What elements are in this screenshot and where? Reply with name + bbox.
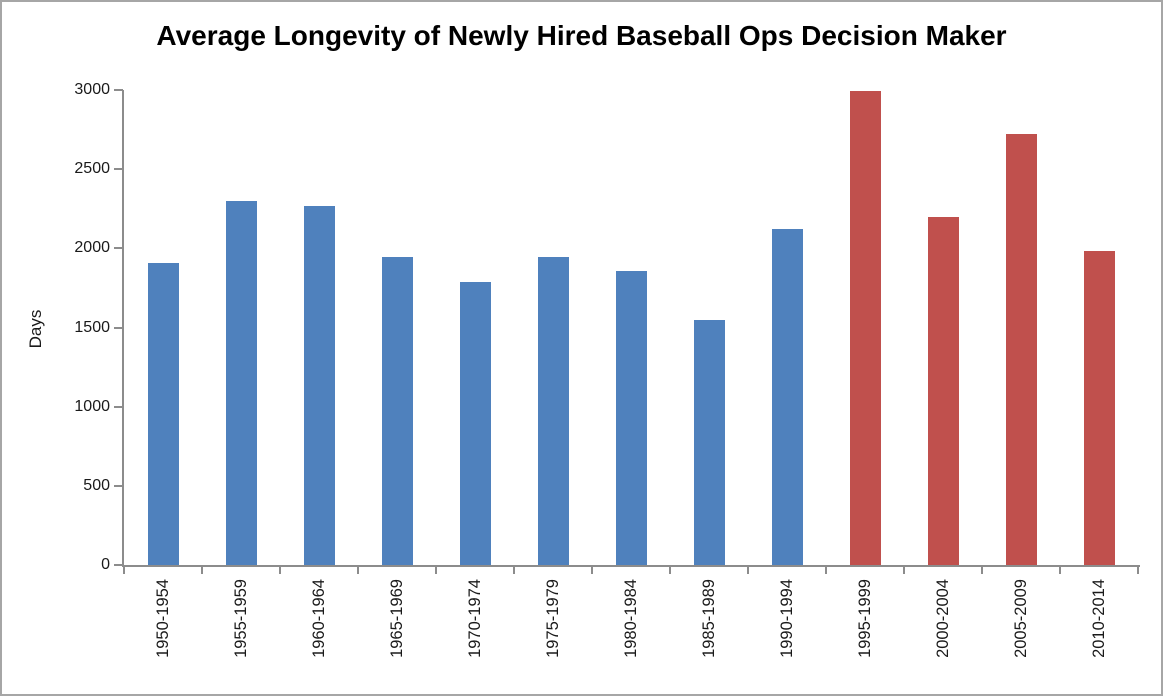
x-tick-mark [747,565,749,574]
y-tick-label: 2000 [74,239,110,257]
y-tick-mark [114,89,123,91]
x-tick-mark [825,565,827,574]
bar-2010-2014 [1083,250,1115,565]
x-tick-mark [513,565,515,574]
bar-1950-1954 [147,263,179,565]
y-tick-label: 1500 [74,318,110,336]
bar-1980-1984 [615,270,647,565]
bar-1960-1964 [303,206,335,565]
x-tick-label: 1985-1989 [700,579,718,658]
y-tick-label: 3000 [74,81,110,98]
bar-1975-1979 [537,257,569,565]
x-tick-label: 1995-1999 [856,579,874,658]
bar-1995-1999 [849,90,881,565]
bar-2000-2004 [927,217,959,565]
y-tick-label: 1000 [74,397,110,415]
x-tick-mark [201,565,203,574]
x-tick-mark [279,565,281,574]
x-axis-line [122,565,1140,567]
x-tick-label: 2010-2014 [1090,579,1108,658]
bar-1990-1994 [771,229,803,565]
x-tick-label: 1950-1954 [154,579,172,658]
x-tick-label: 1990-1994 [778,579,796,658]
x-tick-label: 1980-1984 [622,579,640,658]
x-tick-mark [357,565,359,574]
x-tick-label: 1975-1979 [544,579,562,658]
x-tick-label: 1970-1974 [466,579,484,658]
x-tick-label: 1955-1959 [232,579,250,658]
y-tick-mark [114,247,123,250]
x-tick-label: 1960-1964 [310,579,328,658]
bar-1965-1969 [381,257,413,565]
x-tick-mark [1137,565,1139,574]
x-tick-label: 1965-1969 [388,579,406,658]
x-tick-mark [981,565,983,574]
x-tick-mark [435,565,437,574]
bar-2005-2009 [1005,134,1037,565]
y-tick-label: 500 [83,476,110,494]
x-tick-label: 2000-2004 [934,579,952,658]
bar-1970-1974 [459,281,491,565]
bar-1955-1959 [225,200,257,565]
y-tick-mark [114,168,123,171]
x-tick-label: 2005-2009 [1012,579,1030,658]
y-axis-line [122,90,124,567]
y-tick-label: 0 [101,556,110,573]
y-tick-mark [114,564,123,566]
y-tick-mark [114,326,123,329]
chart-title: Average Longevity of Newly Hired Basebal… [156,20,1007,51]
x-tick-mark [903,565,905,574]
x-tick-mark [123,565,125,574]
x-tick-mark [1059,565,1061,574]
y-tick-label: 2500 [74,160,110,178]
bar-1985-1989 [693,319,725,565]
x-tick-mark [669,565,671,574]
y-tick-mark [114,484,123,487]
x-tick-mark [591,565,593,574]
y-tick-mark [114,405,123,408]
